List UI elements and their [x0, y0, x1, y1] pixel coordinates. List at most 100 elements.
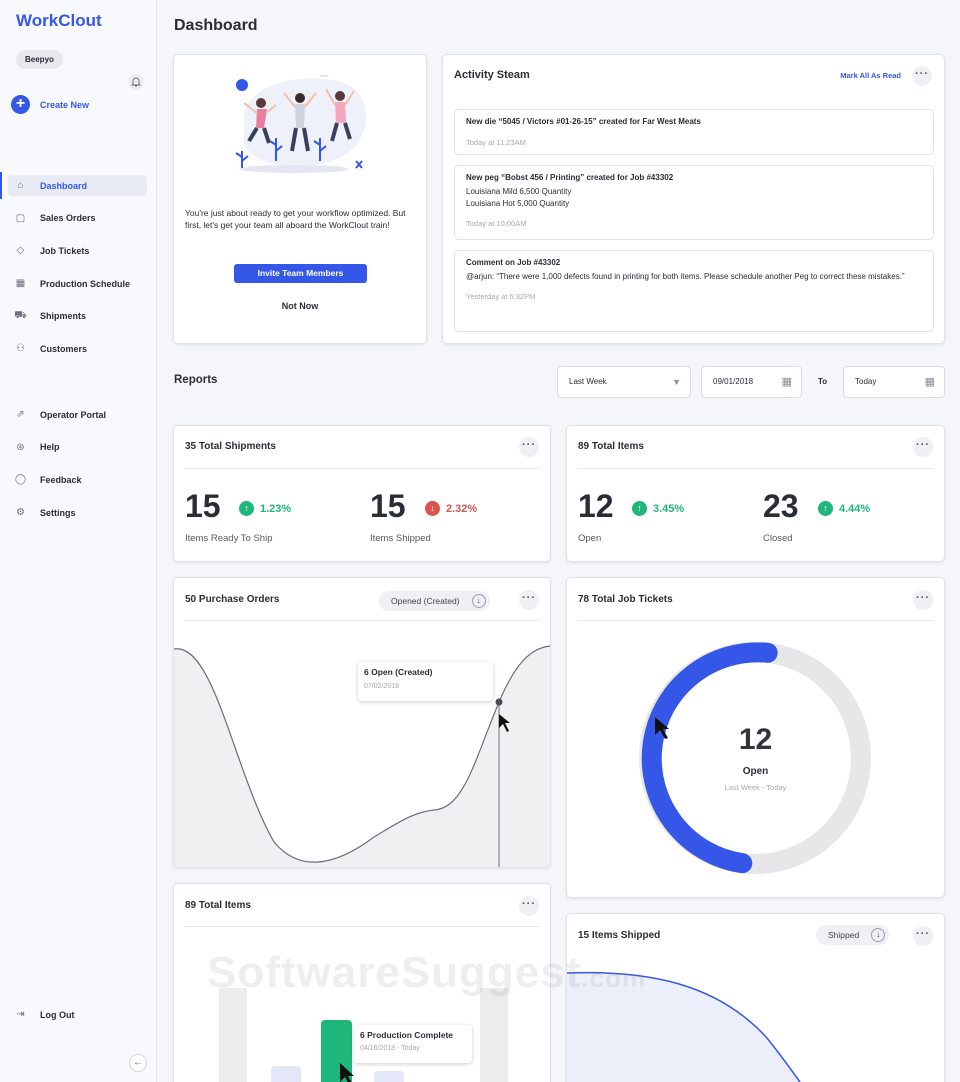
bar [271, 1066, 301, 1082]
more-options-icon[interactable]: ··· [913, 590, 933, 610]
sidebar-item-label: Feedback [40, 474, 82, 485]
sidebar-item-feedback[interactable]: ◯ Feedback [8, 469, 147, 490]
to-date-input[interactable]: Today ▦ [843, 366, 945, 398]
user-name-badge[interactable]: Beepyo [16, 50, 63, 69]
stat-label: Items Ready To Ship [185, 533, 273, 544]
calendar-icon: ▦ [15, 278, 26, 290]
home-icon: ⌂ [17, 180, 24, 191]
lifebuoy-icon: ⊛ [16, 441, 25, 453]
gear-icon: ⚙ [16, 507, 25, 519]
sidebar-item-job-tickets[interactable]: ◇ Job Tickets [8, 240, 147, 261]
stat-value: 23 [763, 488, 799, 524]
arrow-down-icon: ↓ [425, 501, 440, 516]
activity-item-line: @arjun: “There were 1,000 defects found … [466, 272, 905, 281]
arrow-up-icon: ↑ [239, 501, 254, 516]
sidebar-item-label: Production Schedule [40, 278, 131, 289]
stat-change: ↑ 4.44% [818, 501, 870, 516]
more-options-icon[interactable]: ··· [519, 896, 539, 916]
sidebar-item-label: Customers [40, 343, 88, 354]
activity-item-line: Louisiana Hot 5,000 Quantity [466, 199, 570, 208]
chat-icon: ◯ [14, 474, 27, 486]
secondary-nav: ⇗ Operator Portal ⊛ Help ◯ Feedback ⚙ Settin… [0, 404, 157, 535]
more-options-icon[interactable]: ··· [519, 437, 539, 457]
sidebar-item-dashboard[interactable]: ⌂ Dashboard [0, 172, 147, 199]
mark-all-read-link[interactable]: Mark All As Read [840, 71, 901, 80]
not-now-button[interactable]: Not Now [281, 301, 319, 311]
stat-change-value: 3.45% [653, 502, 685, 515]
sidebar-item-label: Sales Orders [40, 213, 96, 224]
arrow-up-icon: ↑ [632, 501, 647, 516]
primary-nav: ⌂ Dashboard ▢ Sales Orders ◇ Job Tickets ▦ P… [0, 172, 157, 371]
sidebar-item-settings[interactable]: ⚙ Settings [8, 502, 147, 523]
more-options-icon[interactable]: ··· [912, 66, 932, 86]
divider [578, 620, 933, 621]
bar-background [219, 988, 247, 1082]
arrow-down-icon: ↓ [871, 928, 886, 942]
stat-label: Items Shipped [370, 533, 431, 544]
invite-team-members-button[interactable]: Invite Team Members [234, 264, 367, 283]
sidebar-item-customers[interactable]: ⚇ Customers [8, 338, 147, 359]
sidebar-item-sales-orders[interactable]: ▢ Sales Orders [8, 208, 147, 229]
from-date-input[interactable]: 09/01/2018 ▦ [701, 366, 802, 398]
sidebar-item-label: Help [40, 442, 60, 453]
activity-item[interactable]: Comment on Job #43302 @arjun: “There wer… [454, 250, 934, 332]
watermark-text: SoftwareSuggest.com [207, 948, 646, 998]
divider [185, 620, 539, 621]
sidebar-item-label: Operator Portal [40, 409, 107, 420]
create-new-button[interactable]: + Create New [11, 95, 89, 114]
sidebar-item-production-schedule[interactable]: ▦ Production Schedule [8, 273, 147, 294]
donut-center-range: Last Week - Today [724, 783, 787, 792]
more-options-icon[interactable]: ··· [913, 926, 933, 946]
activity-item-time: Today at 11:23AM [466, 138, 526, 147]
tooltip-date: 07/02/2018 [364, 683, 400, 690]
tooltip-title: 6 Production Complete [360, 1030, 454, 1040]
arrow-up-icon: ↑ [818, 501, 833, 516]
purchase-orders-line-chart [174, 645, 550, 867]
activity-item[interactable]: New peg “Bobst 456 / Printing” created f… [454, 165, 934, 240]
stat-label: Closed [763, 533, 793, 544]
activity-item[interactable]: New die “5045 / Victors #01-26-15” creat… [454, 109, 934, 155]
activity-stream-card: Activity Steam Mark All As Read ··· New … [442, 54, 945, 344]
chart-tooltip: 6 Open (Created) 07/02/2018 [358, 662, 493, 701]
sidebar-item-shipments[interactable]: ⛟ Shipments [8, 306, 147, 327]
sidebar-item-operator-portal[interactable]: ⇗ Operator Portal [8, 404, 147, 425]
more-options-icon[interactable]: ··· [519, 590, 539, 610]
to-date-value: Today [855, 377, 877, 386]
donut-open-arc [641, 642, 778, 874]
logout-button[interactable]: ⇥ Log Out [14, 1009, 74, 1020]
calendar-icon: ▦ [924, 376, 935, 388]
card-title: 89 Total Items [578, 441, 644, 452]
notification-bell-icon[interactable] [128, 74, 144, 90]
external-link-icon: ⇗ [16, 409, 25, 420]
stat-value: 15 [185, 488, 221, 524]
bar-background [480, 988, 508, 1082]
watermark-main: SoftwareSuggest [207, 948, 582, 997]
bar [374, 1071, 404, 1082]
activity-item-time: Yesterday at 5:32PM [466, 292, 536, 301]
sidebar-item-help[interactable]: ⊛ Help [8, 437, 147, 458]
team-celebration-illustration [235, 75, 366, 173]
divider [185, 468, 539, 469]
date-range-select[interactable]: Last Week ▼ [557, 366, 691, 398]
activity-item-line: Louisiana Mild 6,500 Quantity [466, 187, 572, 196]
tag-icon: ◇ [16, 245, 25, 257]
stat-change-value: 1.23% [260, 502, 292, 515]
collapse-sidebar-icon[interactable]: ← [129, 1054, 147, 1072]
mouse-cursor-icon [340, 1063, 354, 1082]
truck-icon: ⛟ [14, 309, 27, 321]
arrow-down-icon: ↓ [471, 594, 486, 608]
bag-icon: ▢ [15, 212, 26, 224]
status-filter-button[interactable]: Opened (Created) ↓ [379, 591, 490, 611]
card-title: 35 Total Shipments [185, 441, 276, 452]
more-options-icon[interactable]: ··· [913, 437, 933, 457]
items-shipped-card: 15 Items Shipped Shipped ↓ ··· [566, 913, 945, 1082]
status-filter-button[interactable]: Shipped ↓ [816, 925, 890, 945]
plus-icon: + [11, 95, 30, 114]
activity-item-title: New die “5045 / Victors #01-26-15” creat… [466, 117, 701, 126]
status-filter-value: Shipped [828, 930, 860, 940]
page-title: Dashboard [174, 17, 258, 34]
app-logo[interactable]: WorkClout [16, 11, 102, 30]
activity-item-title: New peg “Bobst 456 / Printing” created f… [466, 173, 674, 182]
calendar-icon: ▦ [781, 376, 792, 388]
purchase-orders-card: 50 Purchase Orders Opened (Created) ↓ ··… [173, 577, 551, 868]
